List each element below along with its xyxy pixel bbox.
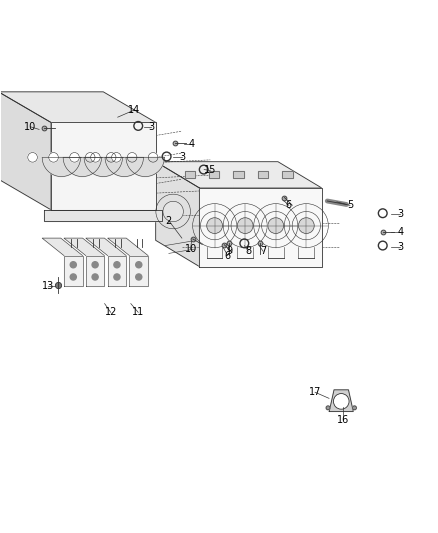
Ellipse shape [333, 393, 349, 409]
Circle shape [207, 218, 223, 233]
Circle shape [268, 218, 284, 233]
Circle shape [112, 152, 121, 162]
Text: 17: 17 [309, 387, 321, 397]
Circle shape [136, 262, 142, 268]
Polygon shape [329, 390, 353, 411]
Text: 11: 11 [132, 308, 145, 317]
Circle shape [127, 152, 137, 162]
Polygon shape [130, 256, 148, 286]
Polygon shape [155, 161, 199, 266]
Text: 5: 5 [347, 200, 353, 211]
Polygon shape [105, 157, 144, 176]
Polygon shape [108, 256, 126, 286]
Polygon shape [155, 161, 321, 188]
Polygon shape [126, 157, 164, 176]
Circle shape [114, 274, 120, 280]
Circle shape [85, 152, 95, 162]
Text: 9: 9 [227, 246, 233, 256]
Circle shape [326, 406, 330, 410]
Polygon shape [108, 238, 148, 256]
Circle shape [148, 152, 158, 162]
Bar [258, 171, 268, 179]
Circle shape [237, 218, 253, 233]
Text: 3: 3 [397, 242, 403, 252]
Circle shape [353, 406, 357, 410]
Polygon shape [84, 157, 123, 176]
Circle shape [70, 274, 76, 280]
Circle shape [28, 152, 37, 162]
Circle shape [70, 262, 76, 268]
Polygon shape [51, 123, 155, 210]
Bar [233, 171, 244, 179]
Bar [209, 171, 219, 179]
Polygon shape [0, 92, 155, 123]
Text: 3: 3 [179, 152, 185, 163]
Circle shape [92, 262, 98, 268]
Polygon shape [199, 188, 321, 266]
Polygon shape [44, 210, 162, 221]
Circle shape [49, 152, 58, 162]
Circle shape [70, 152, 79, 162]
Circle shape [114, 262, 120, 268]
Text: 15: 15 [204, 165, 216, 175]
Polygon shape [86, 256, 104, 286]
Text: 3: 3 [148, 122, 154, 132]
Text: 3: 3 [397, 209, 403, 219]
Circle shape [136, 274, 142, 280]
Polygon shape [155, 161, 278, 240]
Polygon shape [64, 238, 104, 256]
Circle shape [106, 152, 116, 162]
Bar [184, 171, 195, 179]
Bar [283, 171, 293, 179]
Text: 14: 14 [128, 105, 140, 115]
Text: 10: 10 [24, 122, 36, 132]
Circle shape [298, 218, 314, 233]
Text: 4: 4 [397, 227, 403, 237]
Polygon shape [86, 238, 126, 256]
Text: 6: 6 [286, 200, 292, 211]
Text: 2: 2 [166, 216, 172, 225]
Circle shape [92, 274, 98, 280]
Polygon shape [64, 256, 82, 286]
Bar [283, 171, 293, 179]
Polygon shape [42, 238, 82, 256]
Polygon shape [0, 92, 103, 179]
Bar [233, 171, 244, 179]
Text: 10: 10 [184, 244, 197, 254]
Polygon shape [0, 92, 51, 210]
Text: 7: 7 [260, 246, 266, 256]
Text: 4: 4 [188, 139, 194, 149]
Polygon shape [63, 157, 102, 176]
Bar [184, 171, 195, 179]
Bar [258, 171, 268, 179]
Bar [209, 171, 219, 179]
Circle shape [163, 201, 184, 222]
Polygon shape [42, 157, 81, 176]
Text: 8: 8 [245, 246, 251, 256]
Text: 16: 16 [337, 415, 350, 425]
Text: 13: 13 [42, 281, 54, 291]
Circle shape [91, 152, 100, 162]
Text: 12: 12 [105, 308, 117, 317]
Text: 6: 6 [225, 251, 231, 261]
